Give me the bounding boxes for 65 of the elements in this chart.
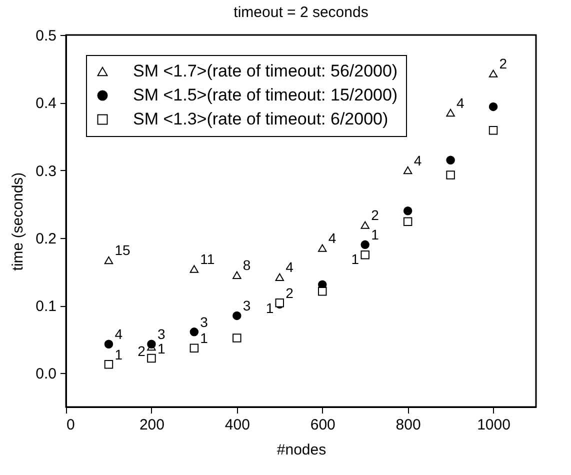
- annotation: 2: [286, 284, 294, 301]
- point: [147, 354, 156, 363]
- y-tick-label: 0.3: [36, 162, 56, 180]
- x-axis-title: #nodes: [276, 442, 326, 458]
- x-tick-label: 600: [310, 416, 336, 434]
- point: [360, 250, 370, 260]
- y-tick-label: 0.1: [36, 298, 56, 316]
- point: [147, 340, 156, 348]
- annotation: 8: [242, 257, 251, 274]
- annotation: 3: [157, 326, 166, 342]
- point: [360, 221, 370, 229]
- x-tick-label: 200: [139, 416, 164, 434]
- point: [403, 206, 412, 216]
- point: [232, 271, 242, 279]
- point: [446, 108, 455, 117]
- x-tick-label: 1000: [477, 416, 510, 434]
- point: [488, 126, 498, 135]
- annotation: 4: [414, 152, 422, 168]
- legend-label: SM <1.7>(rate of timeout: 56/2000): [133, 62, 398, 80]
- point: [403, 166, 412, 174]
- point: [488, 70, 498, 78]
- point: [104, 360, 114, 369]
- annotation: 1: [114, 346, 123, 362]
- point: [488, 102, 498, 112]
- point: [318, 286, 327, 296]
- point: [446, 170, 455, 180]
- annotation: 11: [200, 251, 215, 268]
- annotation: 4: [286, 259, 294, 276]
- point: [232, 311, 242, 320]
- y-tick-label: 0.0: [36, 366, 56, 383]
- point: [360, 240, 370, 250]
- annotation: 1: [266, 300, 274, 316]
- annotation: 2: [499, 56, 508, 72]
- annotation: 4: [114, 326, 123, 342]
- point: [318, 244, 327, 252]
- point: [104, 256, 114, 264]
- annotation: 1: [371, 226, 380, 243]
- point: [275, 273, 284, 281]
- legend-label: SM <1.5>(rate of timeout: 15/2000): [133, 86, 398, 104]
- y-tick-label: 0.4: [36, 95, 56, 112]
- y-tick-label: 0.2: [36, 230, 56, 248]
- annotation: 3: [242, 298, 251, 314]
- point: [190, 265, 199, 273]
- annotation: 4: [328, 230, 336, 246]
- point: [446, 156, 455, 164]
- point: [190, 344, 199, 353]
- x-tick-label: 0: [66, 416, 75, 434]
- annotation: 3: [200, 314, 208, 330]
- x-tick-label: 800: [396, 416, 421, 434]
- y-tick-label: 0.5: [36, 28, 56, 44]
- y-axis-title: time (seconds): [10, 172, 27, 271]
- point: [403, 217, 412, 226]
- point: [232, 334, 242, 342]
- annotation: 1: [200, 330, 208, 346]
- point: [104, 340, 114, 348]
- chart-title: timeout = 2 seconds: [234, 4, 368, 21]
- annotation: 1: [351, 250, 360, 267]
- x-tick-label: 400: [224, 416, 250, 434]
- annotation: 15: [114, 242, 131, 258]
- legend-label: SM <1.3>(rate of timeout: 6/2000): [133, 110, 388, 128]
- annotation: 2: [138, 342, 146, 359]
- annotation: 4: [456, 94, 465, 111]
- annotation: 1: [157, 340, 166, 356]
- point: [190, 328, 199, 336]
- annotation: 2: [371, 207, 380, 224]
